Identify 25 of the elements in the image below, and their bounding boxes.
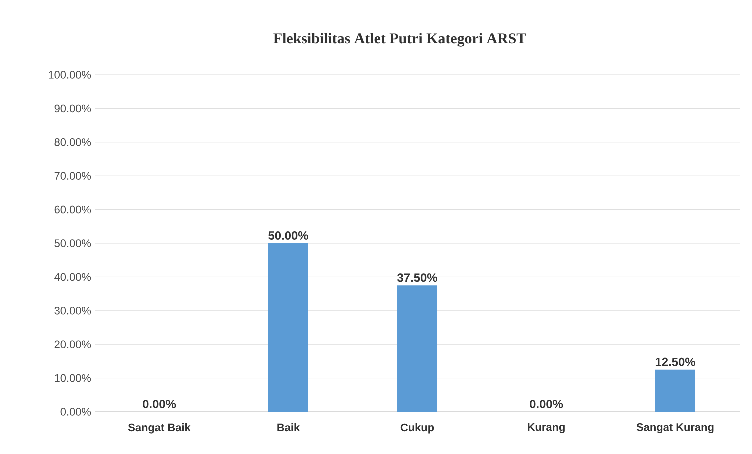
y-tick-label: 0.00% [60,408,92,416]
x-tick-label: Cukup [400,424,434,434]
y-tick-label: 60.00% [54,206,92,214]
y-tick-label: 70.00% [54,172,92,180]
data-label: 0.00% [143,400,176,408]
y-tick-label: 80.00% [54,138,92,146]
data-label: 50.00% [268,232,308,240]
chart-title: Fleksibilitas Atlet Putri Kategori ARST [274,33,526,47]
x-tick-label: Sangat Kurang [636,424,714,434]
data-label: 0.00% [530,400,564,408]
y-tick-label: 100.00% [49,71,92,79]
data-label: 12.50% [656,358,696,366]
data-label: 37.50% [398,274,438,282]
y-tick-label: 50.00% [54,240,92,248]
bar [268,243,308,412]
y-tick-label: 20.00% [54,340,92,348]
y-tick-label: 40.00% [54,273,92,282]
x-tick-label: Kurang [528,424,565,434]
x-tick-label: Baik [278,424,300,432]
y-tick-label: 30.00% [54,307,92,315]
x-tick-label: Sangat Baik [128,424,191,434]
y-tick-label: 90.00% [54,104,92,113]
bar [656,370,696,412]
y-tick-label: 10.00% [55,374,92,382]
bar [398,286,438,412]
